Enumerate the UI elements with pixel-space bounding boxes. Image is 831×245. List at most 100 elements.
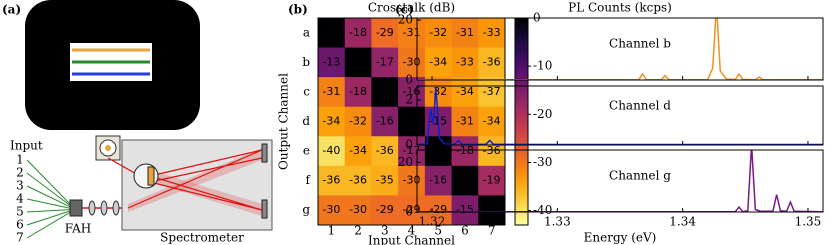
heatmap-cell bbox=[318, 195, 346, 226]
cell-label: -30 bbox=[349, 203, 367, 216]
cell-label: 0 bbox=[461, 174, 468, 187]
heatmap-cell bbox=[478, 165, 506, 196]
cell-label: -32 bbox=[349, 115, 367, 128]
cell-label: -31 bbox=[456, 115, 474, 128]
grating-face bbox=[147, 166, 155, 186]
cell-label: -34 bbox=[429, 55, 447, 68]
lens bbox=[112, 200, 120, 216]
heatmap-cell bbox=[344, 18, 372, 48]
x-tick-label: 1.32 bbox=[419, 215, 446, 229]
cell-label: -18 bbox=[349, 85, 367, 98]
port-label: 7 bbox=[16, 231, 24, 245]
x-axis-label: Energy (eV) bbox=[584, 231, 657, 245]
y-tick-label: f bbox=[306, 173, 312, 187]
panel-label: (a) bbox=[2, 3, 21, 17]
heatmap-cell bbox=[371, 18, 399, 48]
heatmap-cell bbox=[451, 18, 479, 48]
x-tick-label: 4 bbox=[408, 224, 416, 238]
cell-label: -33 bbox=[483, 26, 501, 39]
heatmap-cell bbox=[451, 106, 479, 137]
heatmap-cell bbox=[371, 165, 399, 196]
input-label: Input bbox=[10, 139, 43, 153]
fiber bbox=[26, 210, 71, 226]
chart-title: PL Counts (kcps) bbox=[568, 1, 672, 15]
series-label: Channel g bbox=[609, 169, 671, 183]
cell-label: -32 bbox=[429, 26, 447, 39]
cell-label: -13 bbox=[322, 55, 340, 68]
cell-label: -29 bbox=[376, 203, 394, 216]
fiber bbox=[26, 185, 71, 208]
y-tick-label: 20 bbox=[398, 13, 413, 27]
heatmap-cell bbox=[424, 18, 452, 48]
heatmap-cell bbox=[398, 165, 426, 196]
heatmap-cell bbox=[398, 195, 426, 226]
heatmap-cell bbox=[424, 136, 452, 167]
y-tick-label: 0 bbox=[405, 205, 413, 219]
cell-label: -34 bbox=[322, 115, 340, 128]
lens bbox=[100, 200, 108, 216]
panel-label: (c) bbox=[395, 3, 414, 17]
heatmap-panel: (b) Crosstalk (dB) 0 -18 -29 -31 -32 -31 -33 -13 0… bbox=[277, 1, 553, 245]
x-tick-label: 2 bbox=[354, 224, 362, 238]
cell-label: -16 bbox=[376, 115, 394, 128]
chart-title: Crosstalk (dB) bbox=[368, 1, 455, 15]
heatmap-cell bbox=[478, 106, 506, 137]
cell-label: -29 bbox=[429, 203, 447, 216]
heatmap-cell bbox=[318, 165, 346, 196]
x-tick-label: 1.33 bbox=[544, 215, 571, 229]
heatmap-cell bbox=[424, 77, 452, 108]
series-label: Channel d bbox=[609, 99, 671, 113]
port-label: 2 bbox=[16, 166, 24, 180]
cell-label: -15 bbox=[456, 203, 474, 216]
cell-label: -36 bbox=[322, 174, 340, 187]
cell-label: -17 bbox=[376, 55, 394, 68]
cell-label: -19 bbox=[483, 174, 501, 187]
cell-label: -30 bbox=[403, 55, 421, 68]
heatmap-cell bbox=[398, 77, 426, 108]
cell-label: -31 bbox=[322, 85, 340, 98]
heatmap-cell bbox=[424, 195, 452, 226]
cell-label: -16 bbox=[403, 85, 421, 98]
heatmap-cell bbox=[451, 77, 479, 108]
camera-core bbox=[105, 145, 111, 151]
heatmap-cell bbox=[318, 18, 346, 48]
cell-label: -17 bbox=[403, 144, 421, 157]
x-tick-label: 1.34 bbox=[669, 215, 696, 229]
heatmap-cell bbox=[451, 195, 479, 226]
cell-label: -34 bbox=[456, 85, 474, 98]
cell-label: -36 bbox=[483, 55, 501, 68]
colorbar-tick-label: -40 bbox=[533, 203, 552, 217]
cell-label: -31 bbox=[403, 26, 421, 39]
cell-label: 0 bbox=[408, 115, 415, 128]
cell-label: -31 bbox=[456, 26, 474, 39]
heatmap-cell bbox=[398, 18, 426, 48]
x-tick-label: 5 bbox=[434, 224, 442, 238]
x-tick-label: 3 bbox=[381, 224, 389, 238]
cell-label: -18 bbox=[349, 26, 367, 39]
heatmap-cell bbox=[478, 47, 506, 78]
colorbar-tick-label: -30 bbox=[533, 155, 552, 169]
cell-label: -34 bbox=[483, 115, 501, 128]
cell-label: 0 bbox=[381, 85, 388, 98]
cell-label: -36 bbox=[483, 144, 501, 157]
cell-label: -36 bbox=[349, 174, 367, 187]
port-label: 5 bbox=[16, 205, 24, 219]
heatmap-cell bbox=[451, 136, 479, 167]
y-tick-label: 2 bbox=[405, 92, 413, 106]
heatmap-cell bbox=[318, 47, 346, 78]
heatmap-cell bbox=[371, 77, 399, 108]
colorbar-tick-label: -10 bbox=[533, 59, 552, 73]
y-tick-label: b bbox=[302, 55, 310, 69]
cell-label: -33 bbox=[456, 55, 474, 68]
fiber bbox=[26, 209, 71, 213]
x-tick-label: 6 bbox=[461, 224, 469, 238]
mirror bbox=[261, 143, 268, 163]
heatmap-cell bbox=[478, 195, 506, 226]
cell-label: -18 bbox=[456, 144, 474, 157]
heatmap-cell bbox=[398, 136, 426, 167]
heatmap-cell bbox=[424, 165, 452, 196]
cell-label: -29 bbox=[403, 203, 421, 216]
